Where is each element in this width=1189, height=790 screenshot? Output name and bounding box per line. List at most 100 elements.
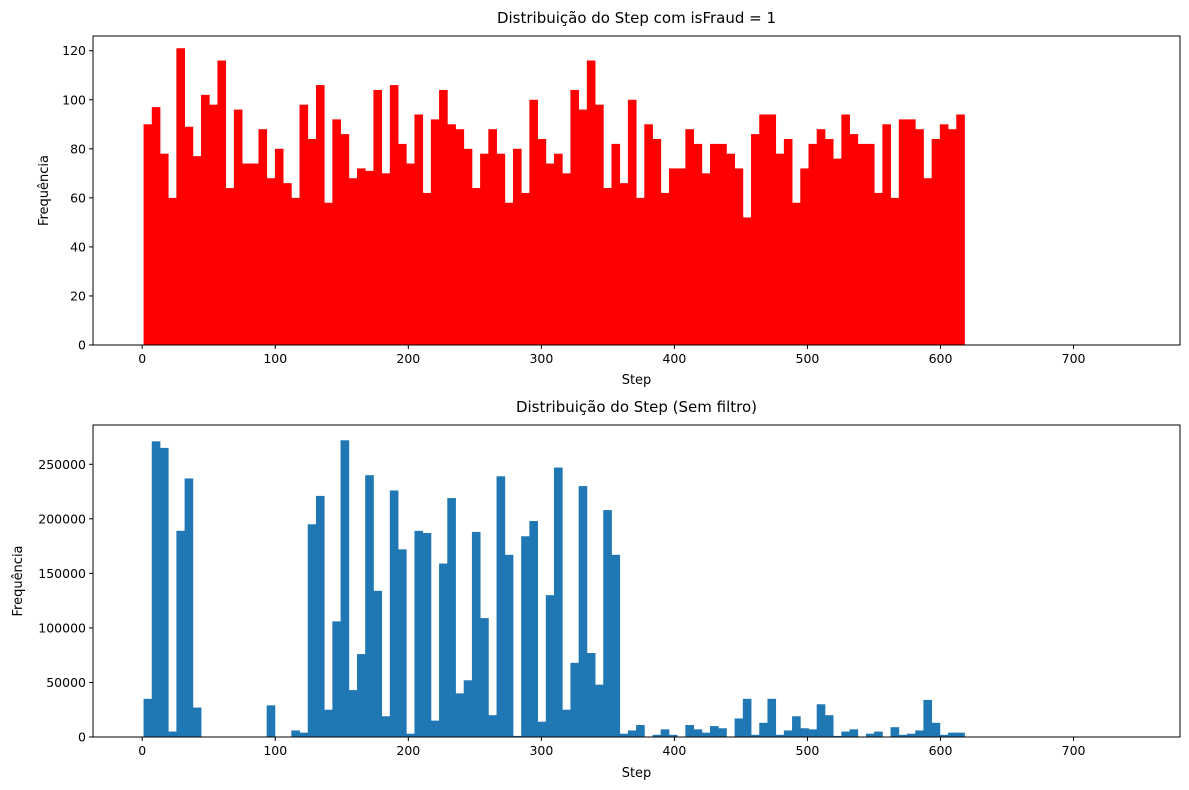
histogram-bar	[455, 129, 465, 345]
histogram-bar	[529, 521, 538, 737]
histogram-bar	[603, 510, 612, 737]
chart-title: Distribuição do Step com isFraud = 1	[497, 9, 776, 27]
histogram-bar	[668, 168, 678, 345]
histogram-bar	[824, 715, 834, 737]
y-tick-label: 80	[70, 141, 86, 156]
histogram-bar	[759, 114, 768, 345]
histogram-bar	[816, 704, 826, 737]
histogram-bar	[849, 729, 859, 737]
histogram-bar	[898, 734, 908, 737]
y-tick-label: 40	[70, 239, 86, 254]
histogram-bar	[751, 134, 760, 345]
histogram-bar	[668, 734, 678, 737]
histogram-bar	[512, 148, 522, 345]
histogram-bar	[315, 495, 325, 737]
histogram-bar	[874, 192, 883, 345]
histogram-bar	[570, 662, 580, 737]
histogram-bar	[660, 729, 670, 737]
histogram-bar	[480, 153, 489, 345]
x-tick-label: 300	[529, 351, 553, 366]
histogram-bar	[562, 709, 571, 737]
bars	[143, 48, 965, 346]
histogram-bar	[849, 134, 859, 345]
histogram-bar	[398, 143, 407, 345]
histogram-bar	[406, 733, 415, 737]
histogram-bar	[414, 114, 424, 345]
histogram-bar	[775, 734, 785, 737]
histogram-bar	[783, 730, 793, 737]
histogram-bar	[586, 60, 596, 346]
histogram-bar	[332, 119, 341, 345]
histogram-bar	[956, 732, 965, 737]
histogram-bar	[504, 554, 514, 737]
bars	[143, 440, 965, 737]
histogram-bar	[266, 178, 276, 345]
histogram-bar	[324, 202, 333, 345]
histogram-bar	[439, 563, 448, 737]
histogram-bar	[554, 153, 563, 345]
histogram-bar	[143, 698, 153, 737]
histogram-bar	[209, 104, 218, 345]
histogram-bar	[430, 119, 440, 345]
histogram-bar	[192, 156, 202, 345]
histogram-bar	[701, 173, 711, 345]
histogram-bar	[636, 725, 645, 737]
histogram-bar	[898, 119, 908, 345]
x-tick-label: 700	[1062, 743, 1086, 758]
histogram-bar	[159, 153, 169, 345]
histogram-bar	[201, 94, 210, 345]
histogram-bar	[266, 705, 276, 737]
histogram-bar	[447, 498, 456, 737]
histogram-bar	[291, 730, 300, 737]
x-tick-label: 200	[396, 351, 420, 366]
histogram-bar	[143, 124, 153, 345]
histogram-bar	[324, 709, 333, 737]
histogram-bar	[627, 99, 637, 345]
histogram-bar	[677, 168, 686, 345]
histogram-bar	[685, 725, 694, 737]
histogram-bar	[225, 188, 235, 345]
histogram-bar	[718, 728, 727, 737]
histogram-bar	[685, 129, 694, 345]
histogram-bar	[496, 153, 506, 345]
histogram-bar	[250, 163, 259, 345]
histogram-bar	[430, 720, 440, 737]
histogram-bar	[775, 153, 785, 345]
histogram-bar	[389, 490, 399, 737]
histogram-bar	[488, 129, 497, 345]
histogram-bar	[283, 183, 292, 345]
x-tick-label: 400	[662, 743, 686, 758]
histogram-bar	[521, 192, 530, 345]
y-tick-label: 150000	[38, 566, 86, 581]
histogram-bar	[488, 715, 497, 737]
histogram-bar	[841, 731, 850, 737]
all-steps-histogram-panel: Distribuição do Step (Sem filtro) Step F…	[11, 398, 1181, 781]
histogram-bar	[389, 85, 399, 346]
histogram-bar	[373, 89, 383, 345]
x-tick-label: 400	[662, 351, 686, 366]
histogram-bar	[734, 168, 744, 345]
y-tick-label: 0	[78, 338, 86, 353]
histogram-bar	[627, 730, 637, 737]
histogram-bar	[931, 722, 941, 737]
histogram-bar	[948, 129, 957, 345]
histogram-bar	[192, 707, 202, 737]
histogram-bar	[545, 595, 555, 737]
histogram-bar	[595, 104, 604, 345]
histogram-bar	[792, 716, 801, 737]
x-tick-label: 600	[929, 351, 953, 366]
histogram-bar	[759, 722, 768, 737]
histogram-bar	[348, 178, 358, 345]
histogram-bar	[874, 731, 883, 737]
histogram-bar	[742, 698, 752, 737]
histogram-bar	[168, 731, 177, 737]
histogram-bar	[299, 104, 309, 345]
histogram-bar	[529, 99, 538, 345]
histogram-bar	[447, 124, 456, 345]
histogram-bar	[595, 684, 604, 737]
histogram-bar	[168, 197, 177, 345]
histogram-bar	[274, 148, 284, 345]
histogram-bar	[693, 729, 703, 737]
histogram-bar	[808, 143, 818, 345]
histogram-bar	[422, 192, 432, 345]
